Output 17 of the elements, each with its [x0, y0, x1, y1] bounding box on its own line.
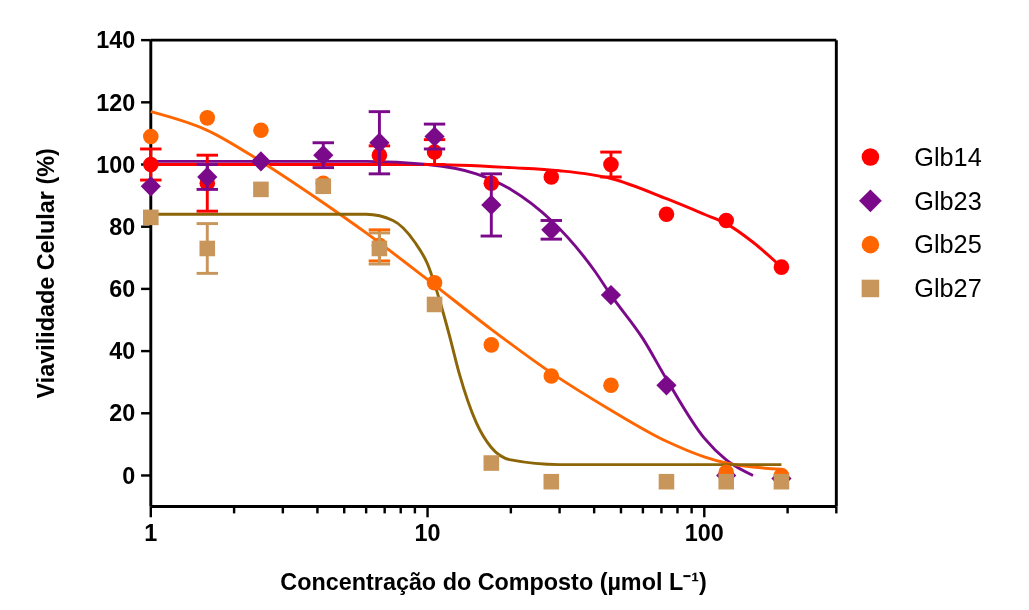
y-axis-title: Viavilidade Celular (%) [33, 148, 60, 399]
x-tick-label: 1 [144, 519, 158, 546]
x-tick-label: 100 [684, 519, 724, 546]
y-tick-label: 40 [109, 338, 136, 365]
y-tick-label: 100 [96, 151, 136, 178]
legend-label: Glb25 [914, 230, 982, 259]
y-tick-label: 80 [109, 213, 136, 240]
x-axis-title: Concentração do Composto (µmol L⁻¹) [280, 569, 707, 596]
legend-label: Glb23 [914, 186, 982, 215]
x-tick-label: 10 [414, 519, 441, 546]
legend-label: Glb14 [914, 142, 982, 171]
y-tick-label: 60 [109, 276, 136, 303]
y-tick-label: 140 [96, 27, 136, 54]
y-tick-label: 20 [109, 400, 136, 427]
legend-label: Glb27 [914, 274, 982, 303]
y-tick-label: 0 [122, 462, 136, 489]
y-tick-label: 120 [96, 89, 136, 116]
